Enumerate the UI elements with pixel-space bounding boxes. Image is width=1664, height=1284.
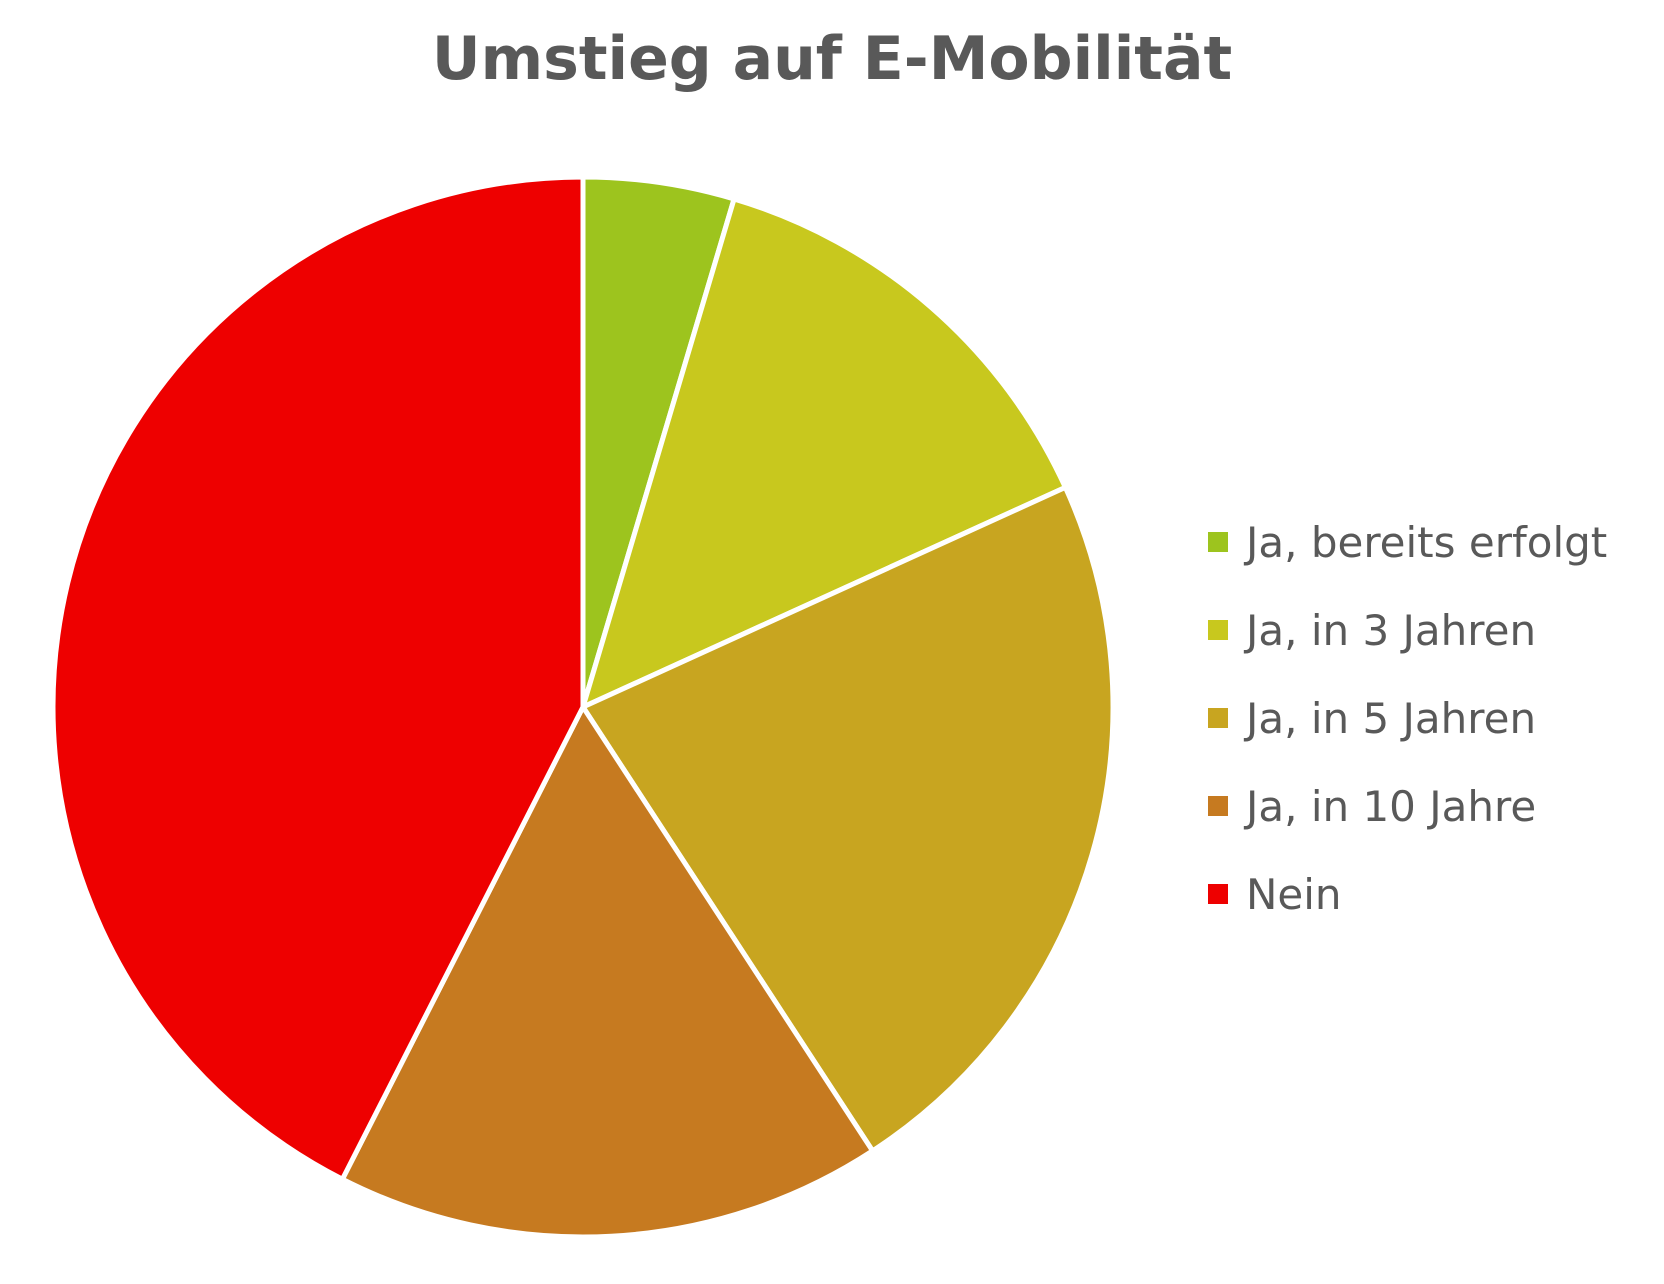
pie-slice-4 bbox=[339, 704, 876, 1240]
pie-slice-2 bbox=[580, 196, 1068, 710]
legend-item-1: Ja, bereits erfolgt bbox=[1208, 498, 1607, 586]
legend-label: Ja, in 3 Jahren bbox=[1246, 605, 1537, 655]
legend-swatch bbox=[1208, 884, 1228, 904]
legend-item-2: Ja, in 3 Jahren bbox=[1208, 586, 1607, 674]
legend-swatch bbox=[1208, 796, 1228, 816]
legend-item-5: Nein bbox=[1208, 850, 1607, 938]
legend: Ja, bereits erfolgt Ja, in 3 Jahren Ja, in… bbox=[1208, 498, 1607, 938]
legend-label: Ja, bereits erfolgt bbox=[1246, 517, 1608, 567]
legend-swatch bbox=[1208, 708, 1228, 728]
pie-slice-3 bbox=[580, 484, 1116, 1154]
pie-slice-5 bbox=[50, 174, 586, 1182]
legend-label: Ja, in 5 Jahren bbox=[1246, 693, 1537, 743]
legend-swatch bbox=[1208, 532, 1228, 552]
legend-swatch bbox=[1208, 620, 1228, 640]
chart-title: Umstieg auf E-Mobilität bbox=[431, 24, 1233, 94]
legend-label: Ja, in 10 Jahre bbox=[1246, 781, 1537, 831]
legend-label: Nein bbox=[1246, 869, 1342, 919]
legend-item-3: Ja, in 5 Jahren bbox=[1208, 674, 1607, 762]
legend-item-4: Ja, in 10 Jahre bbox=[1208, 762, 1607, 850]
